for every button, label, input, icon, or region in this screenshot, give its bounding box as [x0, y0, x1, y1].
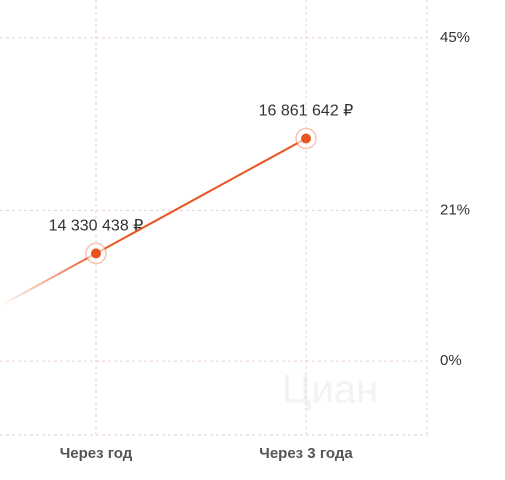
point	[301, 133, 311, 144]
point	[91, 248, 101, 259]
line	[95, 137, 307, 255]
point-label: 14 330 438 ₽	[49, 218, 144, 235]
y-tick-label: 45%	[440, 29, 470, 46]
x-tick-label: Через год	[60, 445, 133, 462]
line-lead-in	[0, 252, 97, 307]
watermark: Циан	[282, 368, 378, 412]
point-label: 16 861 642 ₽	[259, 103, 354, 120]
y-tick-label: 21%	[440, 201, 470, 218]
x-tick-label: Через 3 года	[259, 445, 353, 462]
y-tick-label: 0%	[440, 352, 462, 369]
